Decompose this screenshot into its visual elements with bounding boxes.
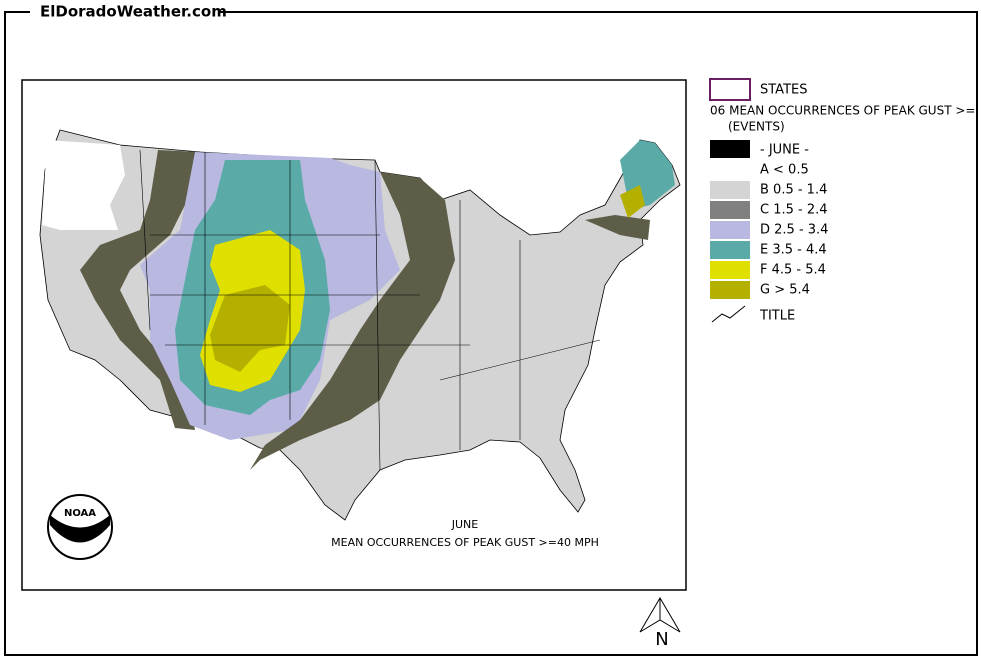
legend-swatch [710,281,750,299]
legend-class: F 4.5 - 5.4 [760,263,826,278]
legend-period: - JUNE - [760,143,809,158]
state-line [139,149,151,331]
legend-units: (EVENTS) [728,120,785,134]
north-label: N [655,629,668,650]
legend-title: 06 MEAN OCCURRENCES OF PEAK GUST >= [710,104,975,118]
legend-line: TITLE [759,309,795,324]
us-map [39,129,681,521]
legend-swatch [710,201,750,219]
period-swatch [710,140,750,158]
legend-swatch [710,221,750,239]
state-line [439,339,601,381]
state-line [374,159,381,471]
legend-class: C 1.5 - 2.4 [760,203,828,218]
legend-swatch [710,261,750,279]
title-line-icon [711,305,746,323]
noaa-logo: NOAA [47,494,113,560]
legend-states: STATES [760,83,807,98]
legend-class: G > 5.4 [760,283,810,298]
legend-class: D 2.5 - 3.4 [760,223,828,238]
site-title: ElDoradoWeather.com [40,3,227,21]
legend-class: E 3.5 - 4.4 [760,243,827,258]
title-bg [30,2,218,22]
frame [4,11,978,656]
legend-class: B 0.5 - 1.4 [760,183,827,198]
map-month: JUNE [451,518,479,531]
map-caption: MEAN OCCURRENCES OF PEAK GUST >=40 MPH [331,536,599,549]
states-swatch [709,78,751,101]
legend-swatch [710,241,750,259]
legend-class: A < 0.5 [760,163,809,178]
legend: STATES 06 MEAN OCCURRENCES OF PEAK GUST … [709,78,975,324]
logo-text: NOAA [64,508,96,519]
legend-swatch [710,181,750,199]
north-arrow: N [639,597,681,650]
